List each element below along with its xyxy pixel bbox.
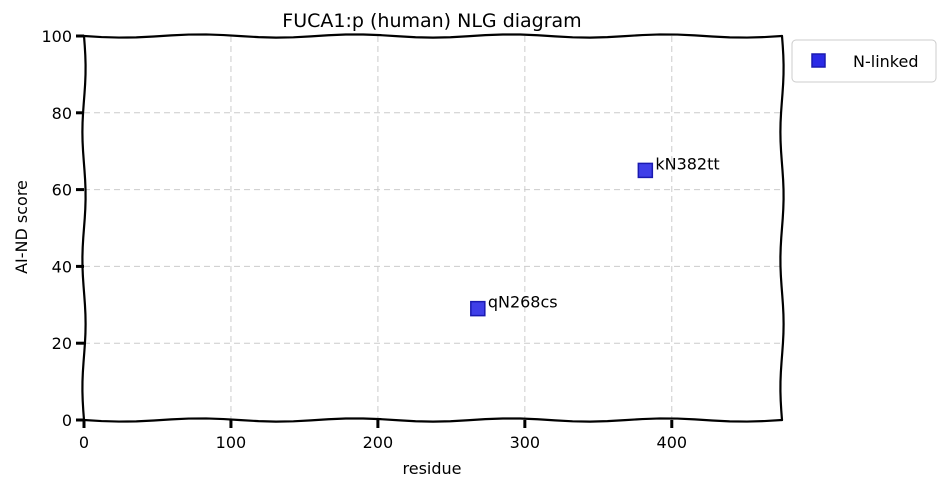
axis-right [779, 34, 785, 422]
y-axis-label: AI-ND score [12, 180, 31, 274]
legend: N-linked [791, 39, 937, 83]
y-tick-label-100: 100 [41, 27, 72, 46]
y-tick-label-60: 60 [52, 181, 72, 200]
axis-bottom [82, 417, 784, 423]
x-tick-label-300: 300 [510, 433, 541, 452]
point-label-qN268cs: qN268cs [488, 293, 558, 312]
data-point-kN382tt [637, 162, 654, 179]
legend-label-n-linked: N-linked [853, 52, 918, 71]
legend-marker-n-linked [811, 53, 826, 68]
axes [81, 33, 785, 423]
y-tick-label-0: 0 [62, 411, 72, 430]
axis-top [82, 33, 784, 39]
data-points: qN268cs kN382tt [470, 154, 720, 317]
x-tick-label-200: 200 [363, 433, 394, 452]
data-point-qN268cs [470, 300, 486, 317]
tick-marks: 0 100 200 300 400 0 20 40 60 80 100 [41, 27, 687, 452]
x-axis-label: residue [403, 459, 462, 478]
chart-title: FUCA1:p (human) NLG diagram [282, 10, 581, 32]
legend-frame [791, 39, 937, 83]
y-tick-label-80: 80 [52, 104, 72, 123]
axis-left [81, 34, 87, 422]
y-tick-label-20: 20 [52, 334, 72, 353]
x-tick-label-100: 100 [216, 433, 247, 452]
grid-lines [84, 36, 782, 420]
point-label-kN382tt: kN382tt [655, 154, 719, 173]
x-tick-label-400: 400 [657, 433, 688, 452]
x-tick-label-0: 0 [79, 433, 89, 452]
y-tick-label-40: 40 [52, 257, 72, 276]
